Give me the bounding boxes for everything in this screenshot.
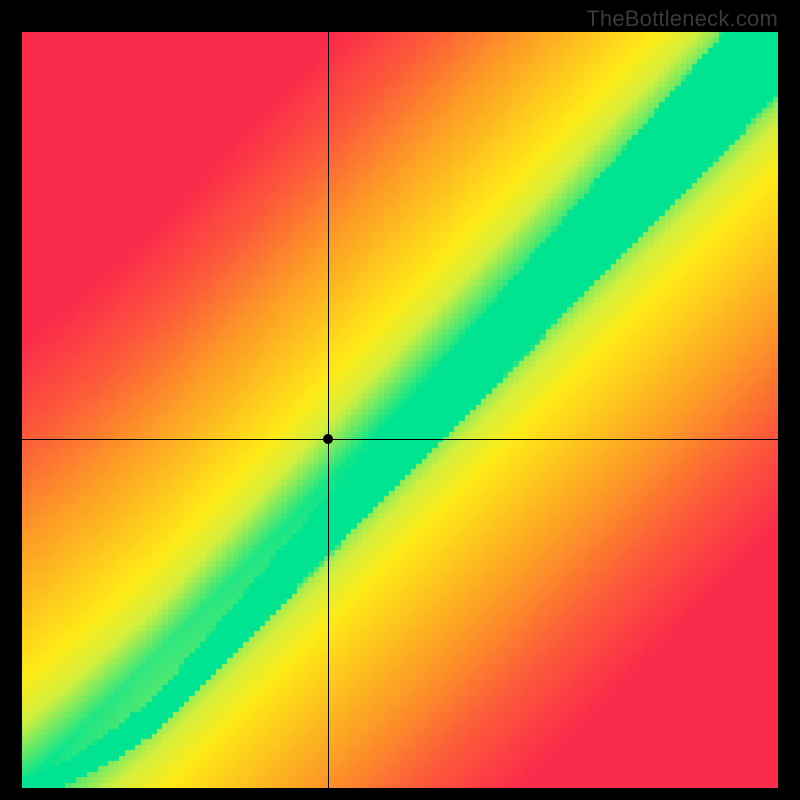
watermark-text: TheBottleneck.com [586,6,778,32]
heatmap-plot [22,32,778,788]
heatmap-canvas [22,32,778,788]
